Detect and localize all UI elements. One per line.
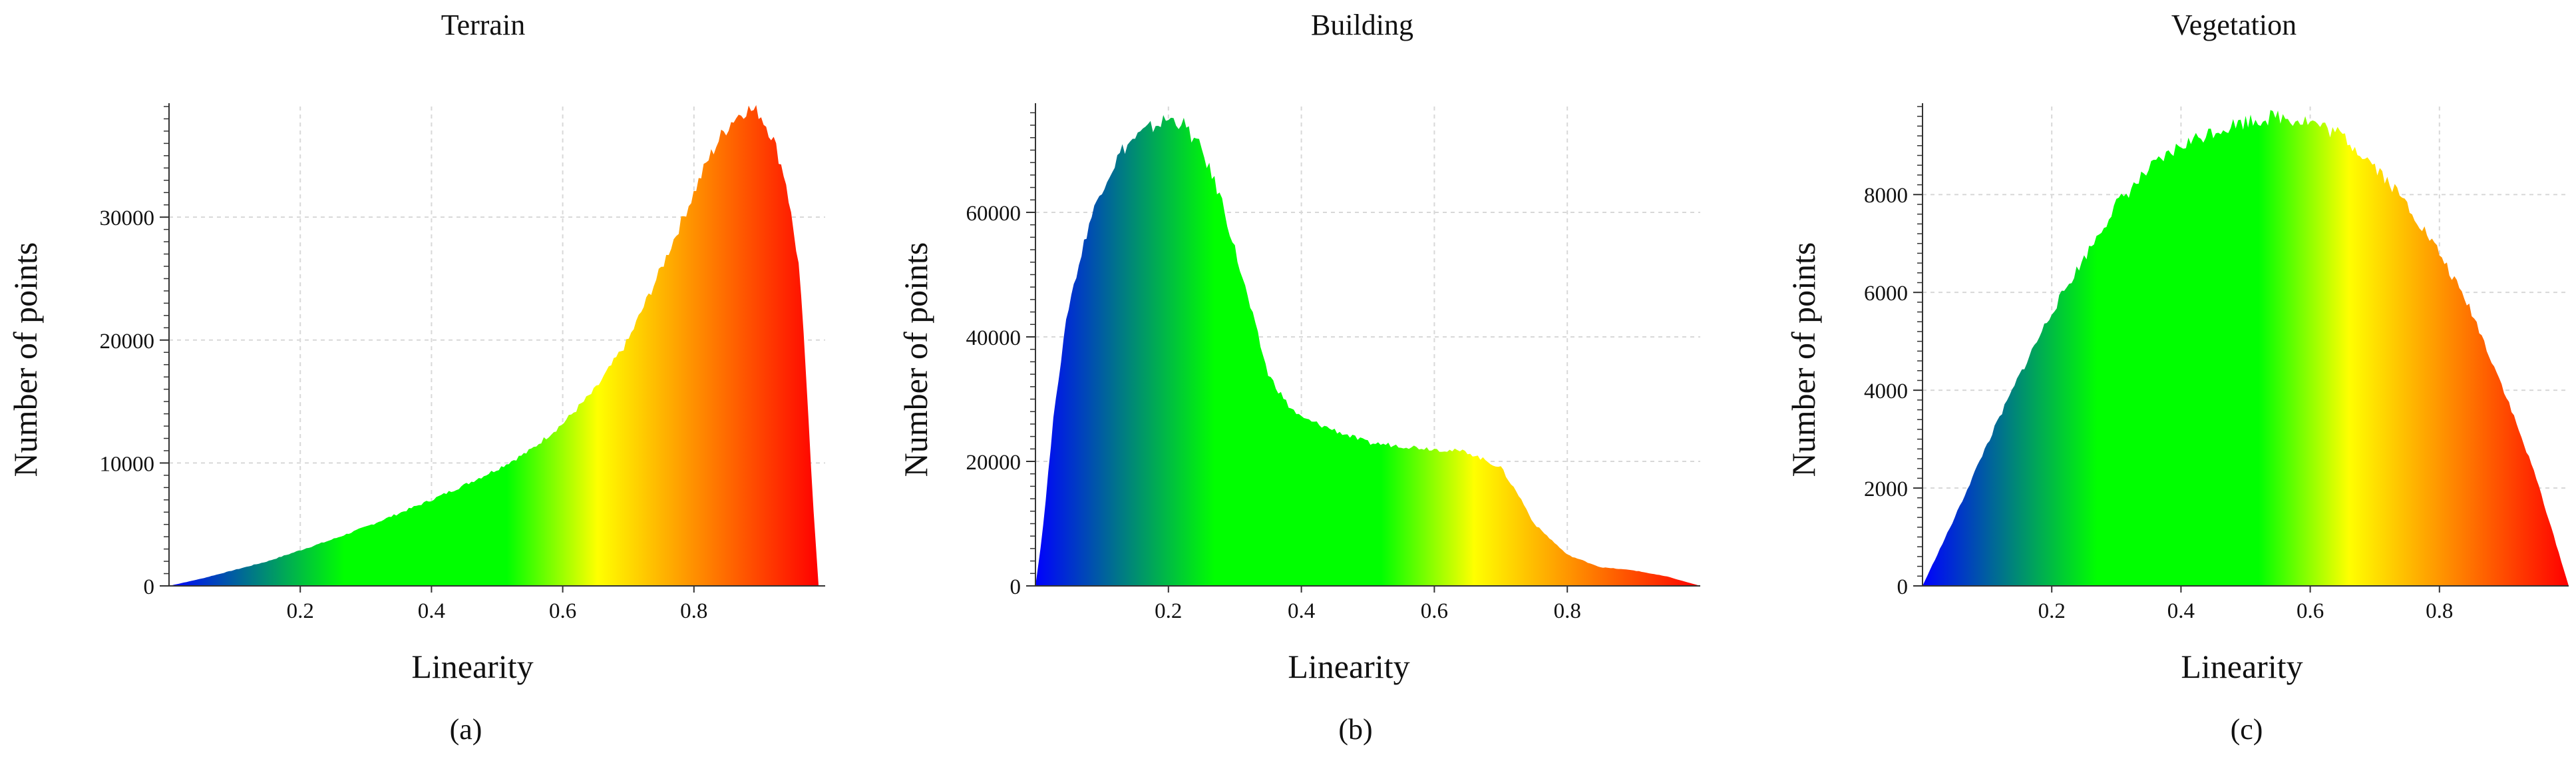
histogram-area — [169, 105, 819, 587]
panel-label: (b) — [1338, 713, 1372, 746]
x-tick-label: 0.2 — [287, 599, 314, 623]
x-tick-label: 0.2 — [2038, 599, 2066, 623]
y-axis-label: Number of points — [1785, 242, 1822, 477]
chart-panel-3: 0.2 0.4 0.6 0.8 0 2000 4000 6000 8000 Vegetation L… — [1785, 9, 2569, 746]
chart-panel-2: 0.2 0.4 0.6 0.8 0 20000 40000 60000 Building Line… — [897, 9, 1700, 746]
y-tick-label: 20000 — [966, 451, 1021, 475]
panel-label: (c) — [2231, 713, 2263, 746]
x-tick-label: 0.4 — [2167, 599, 2195, 623]
x-axis-label: Linearity — [2181, 648, 2302, 685]
y-tick-label: 0 — [1897, 575, 1909, 599]
y-tick-label: 20000 — [100, 330, 155, 354]
chart-title: Building — [1311, 9, 1413, 41]
chart-title: Terrain — [441, 9, 525, 41]
y-tick-label: 6000 — [1864, 282, 1908, 306]
y-tick-label: 4000 — [1864, 380, 1908, 403]
y-tick-label: 0 — [1010, 575, 1021, 599]
x-tick-label: 0.2 — [1155, 599, 1182, 623]
x-tick-label: 0.8 — [680, 599, 707, 623]
y-tick-label: 30000 — [100, 206, 155, 230]
x-tick-label: 0.4 — [418, 599, 445, 623]
y-tick-label: 60000 — [966, 202, 1021, 226]
panel-label: (a) — [450, 713, 482, 746]
x-axis-label: Linearity — [411, 648, 533, 685]
x-tick-label: 0.6 — [1421, 599, 1448, 623]
x-tick-label: 0.8 — [1554, 599, 1581, 623]
histogram-area — [1035, 115, 1700, 586]
y-tick-label: 2000 — [1864, 477, 1908, 501]
y-tick-label: 8000 — [1864, 184, 1908, 208]
y-axis-label: Number of points — [7, 242, 44, 477]
x-axis-label: Linearity — [1288, 648, 1409, 685]
x-tick-label: 0.8 — [2426, 599, 2453, 623]
chart-panel-1: 0.2 0.4 0.6 0.8 0 10000 20000 30000 Terrain Linea… — [7, 9, 825, 746]
y-tick-label: 40000 — [966, 326, 1021, 350]
y-axis-label: Number of points — [897, 242, 934, 477]
chart-title: Vegetation — [2171, 9, 2297, 41]
x-tick-label: 0.6 — [2297, 599, 2324, 623]
y-tick-label: 0 — [144, 575, 155, 599]
x-tick-label: 0.6 — [549, 599, 576, 623]
x-tick-label: 0.4 — [1288, 599, 1315, 623]
histogram-area — [1923, 110, 2569, 586]
y-tick-label: 10000 — [100, 452, 155, 476]
